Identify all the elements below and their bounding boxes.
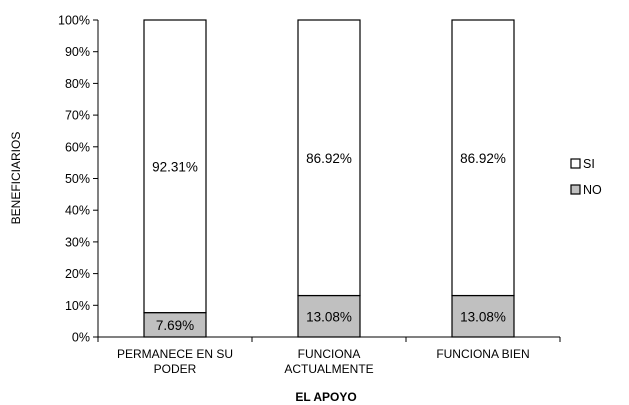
legend-swatch-no — [570, 184, 581, 195]
bar-segment-no — [143, 312, 207, 338]
y-tick-label: 70% — [65, 109, 90, 123]
y-tick-label: 20% — [65, 267, 90, 281]
x-category-label: PODER — [154, 362, 197, 376]
bar-segment-si — [451, 19, 515, 297]
y-tick-label: 50% — [65, 172, 90, 186]
y-axis-title: BENEFICIARIOS — [9, 132, 23, 225]
y-tick-label: 10% — [65, 299, 90, 313]
data-label: 13.08% — [306, 309, 352, 324]
data-label: 86.92% — [460, 151, 506, 166]
x-category-label: FUNCIONA — [298, 347, 361, 361]
y-tick-label: 100% — [58, 14, 90, 28]
legend-label-no: NO — [583, 183, 602, 197]
data-label: 13.08% — [460, 309, 506, 324]
legend: SI NO — [570, 157, 602, 197]
bar-segment-si — [297, 19, 361, 297]
data-label: 7.69% — [156, 318, 194, 333]
y-tick-label: 80% — [65, 77, 90, 91]
plot-area: 0% 10% 20% 30% 40% 50% 60% 70% 80% 90% 100% 7.69% 92… — [58, 14, 561, 376]
x-category-label: ACTUALMENTE — [284, 362, 373, 376]
bar-segment-no — [297, 294, 361, 338]
x-axis-title: EL APOYO — [295, 390, 356, 404]
x-category-label: PERMANECE EN SU — [117, 347, 233, 361]
bar-segment-si — [143, 19, 207, 314]
y-tick-label: 0% — [72, 331, 90, 345]
data-label: 86.92% — [306, 151, 352, 166]
bar-segment-no — [451, 294, 515, 338]
legend-label-si: SI — [583, 157, 595, 171]
y-tick-label: 60% — [65, 140, 90, 154]
y-tick-label: 40% — [65, 204, 90, 218]
y-tick-label: 30% — [65, 235, 90, 249]
data-label: 92.31% — [152, 159, 198, 174]
y-tick-label: 90% — [65, 45, 90, 59]
x-category-label: FUNCIONA BIEN — [436, 347, 529, 361]
legend-swatch-si — [570, 158, 581, 169]
